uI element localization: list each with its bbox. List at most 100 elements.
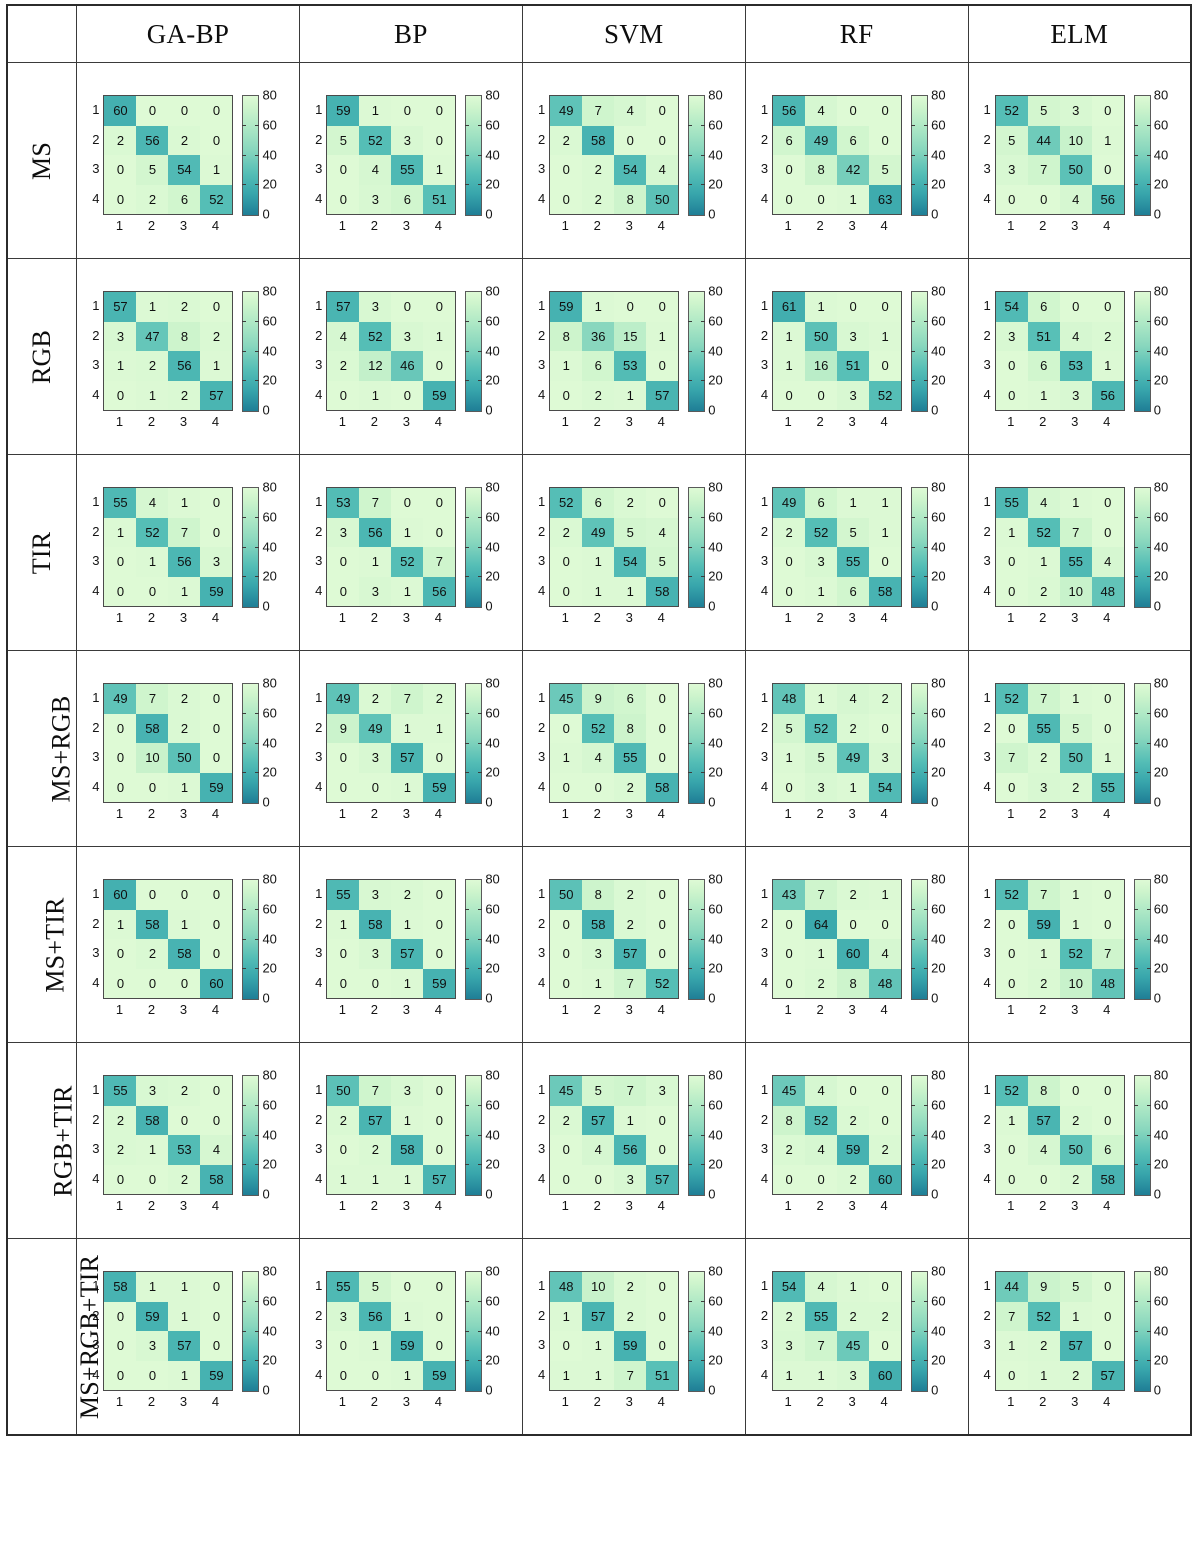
colorbar-tick bbox=[701, 938, 706, 940]
matrix-cell: 1 bbox=[582, 1331, 615, 1361]
matrix-grid: 48 1 4 2 5 52 2 0 1 5 49 3 0 3 1 54 bbox=[772, 683, 903, 803]
matrix-cell: 59 bbox=[327, 96, 360, 126]
column-header-rf: RF bbox=[744, 4, 969, 63]
matrix-x-tick-label: 3 bbox=[625, 1198, 633, 1213]
matrix-cell: 10 bbox=[136, 743, 169, 773]
matrix-x-tick-label: 1 bbox=[1007, 1198, 1015, 1213]
colorbar-tick-label: 80 bbox=[262, 87, 277, 103]
matrix-body: 1 2 3 4 56 4 0 0 6 49 6 0 0 8 42 5 0 0 1 63 1 2 3 4 bbox=[758, 95, 903, 233]
matrix-cell: 2 bbox=[1059, 772, 1092, 802]
matrix-cell: 0 bbox=[327, 576, 360, 606]
matrix-y-tick-label: 3 bbox=[92, 1337, 100, 1352]
matrix-x-tick-label: 2 bbox=[370, 218, 378, 233]
matrix-cell: 0 bbox=[200, 939, 233, 969]
colorbar-tick bbox=[924, 938, 929, 940]
colorbar-tick-labels: 80 60 40 20 0 bbox=[931, 88, 955, 222]
colorbar-tick-label: 40 bbox=[708, 343, 723, 358]
matrix-cell: 1 bbox=[646, 321, 679, 351]
matrix-cell: 2 bbox=[837, 1301, 870, 1331]
colorbar-tick bbox=[1133, 968, 1138, 970]
matrix-cell: 0 bbox=[359, 968, 392, 998]
matrix-cell: 0 bbox=[773, 1164, 806, 1194]
matrix-cell: 1 bbox=[423, 321, 456, 351]
colorbar-tick-label: 80 bbox=[931, 675, 946, 691]
colorbar-tick bbox=[1133, 1360, 1138, 1362]
matrix-body: 1 2 3 4 57 3 0 0 4 52 3 1 2 12 46 0 0 1 0 59 1 2 3 4 bbox=[312, 291, 457, 429]
colorbar-tick-label: 60 bbox=[708, 705, 723, 721]
matrix-x-tick-label: 2 bbox=[593, 610, 601, 625]
colorbar-tick bbox=[478, 576, 483, 578]
matrix-cell: 16 bbox=[805, 351, 838, 381]
matrix-cell: 59 bbox=[423, 1360, 456, 1390]
matrix-cell: 57 bbox=[614, 939, 647, 969]
matrix-cell: 0 bbox=[200, 743, 233, 773]
colorbar-tick-label: 0 bbox=[485, 402, 493, 418]
colorbar-tick bbox=[924, 350, 929, 352]
matrix-cell: 0 bbox=[995, 772, 1028, 802]
matrix-x-tick-label: 4 bbox=[434, 1002, 442, 1017]
matrix-cell-container: 1 2 3 4 58 1 1 0 0 59 1 0 0 3 57 0 0 0 1 59 1 2 3 4 80 60 40 20 0 bbox=[76, 1238, 300, 1436]
colorbar-tick bbox=[1146, 1330, 1151, 1332]
colorbar-tick bbox=[688, 546, 693, 548]
colorbar-tick-label: 40 bbox=[708, 1323, 723, 1338]
matrix-cell: 57 bbox=[168, 1331, 201, 1361]
matrix-cell: 53 bbox=[327, 488, 360, 518]
colorbar-tick bbox=[911, 320, 916, 322]
matrix-cell: 2 bbox=[168, 125, 201, 155]
matrix-y-tick-label: 2 bbox=[315, 915, 323, 931]
matrix-cell: 2 bbox=[168, 380, 201, 410]
colorbar-tick-label: 0 bbox=[485, 990, 493, 1006]
matrix-cell-container: 1 2 3 4 45 4 0 0 8 52 2 0 2 4 59 2 0 0 2 60 1 2 3 4 80 60 40 20 0 bbox=[744, 1042, 969, 1239]
colorbar-tick-label: 0 bbox=[708, 206, 716, 222]
matrix-x-tick-label: 2 bbox=[593, 414, 601, 429]
colorbar-gradient bbox=[465, 95, 483, 216]
colorbar-tick bbox=[911, 908, 916, 910]
colorbar-tick bbox=[1146, 546, 1151, 548]
matrix-cell: 0 bbox=[646, 351, 679, 381]
colorbar-tick-label: 0 bbox=[931, 1186, 939, 1202]
matrix-cell: 4 bbox=[1027, 1135, 1060, 1165]
matrix-y-tick-label: 2 bbox=[315, 327, 323, 343]
matrix-cell: 0 bbox=[805, 380, 838, 410]
matrix-cell: 2 bbox=[614, 772, 647, 802]
matrix-y-tick-label: 3 bbox=[92, 357, 100, 372]
colorbar-tick-label: 80 bbox=[708, 479, 723, 495]
matrix-cell: 48 bbox=[550, 1272, 583, 1302]
matrix-grid: 49 6 1 1 2 52 5 1 0 3 55 0 0 1 6 58 bbox=[772, 487, 903, 607]
colorbar-tick bbox=[478, 1300, 483, 1302]
colorbar-tick-label: 20 bbox=[931, 372, 946, 388]
colorbar: 80 60 40 20 0 bbox=[465, 676, 509, 810]
matrix-y-tick-label: 2 bbox=[92, 719, 100, 735]
colorbar-tick-label: 60 bbox=[485, 705, 500, 721]
matrix-body: 1 2 3 4 55 4 1 0 1 52 7 0 0 1 55 4 0 2 10 48 1 2 3 4 bbox=[981, 487, 1125, 625]
matrix-cell: 2 bbox=[614, 1301, 647, 1331]
matrix-cell: 6 bbox=[837, 576, 870, 606]
matrix-x-tick-label: 4 bbox=[880, 610, 888, 625]
matrix-cell: 56 bbox=[1091, 380, 1124, 410]
matrix-cell: 1 bbox=[136, 1135, 169, 1165]
matrix-y-tick-label: 3 bbox=[92, 553, 100, 568]
matrix-x-tick-label: 3 bbox=[1071, 1002, 1079, 1017]
matrix-cell-container: 1 2 3 4 48 10 2 0 1 57 2 0 0 1 59 0 1 1 7 51 1 2 3 4 80 60 40 20 0 bbox=[521, 1238, 746, 1436]
matrix-cell: 4 bbox=[869, 939, 902, 969]
matrix-cell: 0 bbox=[869, 1076, 902, 1106]
colorbar-tick-label: 80 bbox=[708, 871, 723, 887]
matrix-y-tick-label: 2 bbox=[760, 327, 769, 343]
colorbar-tick-label: 0 bbox=[1153, 598, 1162, 614]
colorbar-tick bbox=[242, 124, 247, 126]
colorbar-tick bbox=[688, 772, 693, 774]
colorbar-tick-labels: 80 60 40 20 0 bbox=[708, 480, 732, 614]
matrix-cell: 1 bbox=[550, 1360, 583, 1390]
matrix-x-tick-label: 4 bbox=[211, 414, 220, 429]
matrix-cell: 5 bbox=[1059, 1272, 1092, 1302]
colorbar-tick bbox=[911, 1164, 916, 1166]
matrix-cell: 0 bbox=[327, 155, 360, 185]
matrix-cell: 10 bbox=[1059, 968, 1092, 998]
